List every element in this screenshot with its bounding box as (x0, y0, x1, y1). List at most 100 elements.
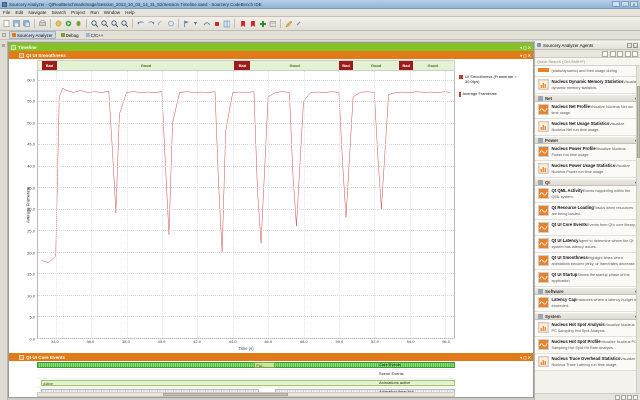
agents-panel-status-bar[interactable] (535, 393, 640, 400)
track-animations-active[interactable]: Active Animations active (37, 379, 455, 388)
expand-all-icon[interactable] (609, 50, 616, 57)
chevron-down-icon[interactable]: ▾ (635, 180, 637, 185)
menu-bar[interactable]: File Edit Navigate Search Project Run Wi… (0, 9, 640, 17)
agent-item[interactable]: Nucleus Dynamic Memory StatisticsVisuali… (535, 77, 640, 94)
redo-icon[interactable] (146, 19, 155, 29)
table-icon[interactable] (268, 19, 277, 29)
agent-category-software[interactable]: Software ▾ (535, 287, 640, 295)
zoom-fit-icon[interactable] (110, 19, 119, 29)
agent-item[interactable]: Nucleus Net ProfileVisualize Nucleus Net… (535, 102, 640, 119)
maximize-panel-icon[interactable]: ◻ (633, 42, 638, 48)
run-icon[interactable] (64, 19, 73, 29)
track-scene-events[interactable]: Scene Events (37, 370, 455, 379)
panel-menu-icon[interactable] (632, 50, 638, 57)
link-icon[interactable] (294, 19, 303, 29)
agent-category-qt[interactable]: Qt ▾ (535, 178, 640, 186)
perspective-debug[interactable]: Debug (59, 31, 81, 39)
agent-item[interactable]: Qt UI Core EventsEvents from Qt's core l… (535, 220, 640, 236)
quality-segment-bad[interactable]: Bad (41, 61, 58, 70)
core-events-segment[interactable] (37, 362, 455, 368)
track-core-events[interactable]: Pai... Core Events (37, 361, 455, 370)
perspective-cpp[interactable]: C/C++ (84, 31, 106, 39)
bookmark-red2-icon[interactable] (248, 19, 257, 29)
smoothness-section-header[interactable]: Qt UI Smoothness ▾ ◻ ✕ (9, 51, 533, 59)
menu-item-navigate[interactable]: Navigate (28, 10, 47, 15)
sort-icon[interactable] (624, 50, 631, 57)
terminate-icon[interactable] (212, 19, 221, 29)
core-events-section-header[interactable]: Qt UI Core Events ▾ ◻ ✕ (9, 353, 533, 361)
agent-item[interactable]: Qt UI LatencyAgent to determine where th… (535, 236, 640, 253)
agent-item[interactable]: Nucleus Net Usage StatisticsVisualize Nu… (535, 119, 640, 136)
print-icon[interactable] (38, 19, 47, 29)
agents-list-scrollbar[interactable] (636, 66, 640, 393)
agent-item[interactable]: Qt UI SmoothnessHighlight times when ani… (535, 253, 640, 270)
menu-item-run[interactable]: Run (90, 10, 99, 15)
build-icon[interactable] (54, 19, 63, 29)
zoom-out-icon[interactable] (100, 19, 109, 29)
quality-segment-bad[interactable]: Bad (338, 61, 354, 70)
agent-category-power[interactable]: Power ▾ (535, 136, 640, 144)
agent-item[interactable]: Qt Resource LoadingTracks when resources… (535, 203, 640, 220)
refresh-icon[interactable] (156, 19, 165, 29)
maximize-button[interactable]: □ (621, 1, 629, 7)
new-icon[interactable] (2, 19, 11, 29)
menu-item-help[interactable]: Help (125, 10, 135, 15)
zoom-in-icon[interactable] (90, 19, 99, 29)
agent-category-net[interactable]: Net ▾ (535, 94, 640, 102)
chevron-down-icon[interactable]: ▾ (635, 96, 637, 101)
agent-item[interactable]: Qt QML ActivityEvents happening within t… (535, 186, 640, 203)
undo-icon[interactable] (136, 19, 145, 29)
zoom-reset-icon[interactable] (120, 19, 129, 29)
history-icon[interactable] (166, 19, 175, 29)
flag-icon[interactable] (182, 19, 191, 29)
step-into-icon[interactable] (192, 19, 201, 29)
quality-segment-good[interactable]: Good (250, 61, 339, 70)
quality-strip[interactable]: Bad Good Bad Good Bad Good Bad Good (37, 60, 455, 71)
timeline-horizontal-scrollbar[interactable] (37, 392, 455, 397)
agent-item[interactable]: Nucleus Power Usage StatisticsVisualize … (535, 161, 640, 178)
menu-item-window[interactable]: Window (103, 10, 121, 15)
close-button[interactable]: ✕ (630, 1, 638, 7)
quality-segment-good[interactable]: Good (57, 61, 235, 70)
main-toolbar[interactable] (0, 17, 640, 31)
agent-item-partial[interactable]: (static/dynamic) and their usage during (535, 66, 640, 77)
quick-search-input[interactable]: Quick Search (Ctrl-Shift+F) (535, 58, 640, 66)
window-controls[interactable]: _ □ ✕ (612, 1, 638, 7)
save-icon[interactable] (12, 19, 21, 29)
perspective-sourcery-analyzer[interactable]: Sourcery Analyzer (9, 31, 56, 39)
add-green-icon[interactable] (258, 19, 267, 29)
minimize-button[interactable]: _ (612, 1, 620, 7)
bookmark-red-icon[interactable] (238, 19, 247, 29)
collapse-all-icon[interactable] (602, 50, 608, 57)
chevron-down-icon[interactable]: ▾ (635, 289, 637, 294)
left-fast-view-bar[interactable]: ☰ (0, 41, 8, 400)
minimize-panel-icon[interactable]: ─ (627, 42, 632, 48)
agent-item[interactable]: Latency CapInstances where a latency bud… (535, 295, 640, 312)
scrollbar-thumb[interactable] (162, 393, 288, 396)
quality-segment-good[interactable]: Good (413, 61, 453, 70)
core-events-pai-segment[interactable]: Pai... (254, 362, 276, 368)
chevron-down-icon[interactable]: ▾ (635, 314, 637, 319)
agent-item[interactable]: Nucleus Hot Spot ProfileVisualize Nucleu… (535, 337, 640, 354)
open-perspective-icon[interactable] (2, 33, 6, 37)
filter-icon[interactable] (617, 50, 623, 57)
agent-item[interactable]: Nucleus Hot Spot AnalysisVisualize Nucle… (535, 320, 640, 337)
quality-segment-bad[interactable]: Bad (399, 61, 414, 70)
core-events-header-controls[interactable]: ▾ ◻ ✕ (520, 354, 531, 360)
animations-active-segment[interactable]: Active (41, 380, 455, 386)
perspective-bar[interactable]: Sourcery Analyzer Debug C/C++ (0, 31, 640, 40)
pencil-icon[interactable] (284, 19, 293, 29)
menu-item-search[interactable]: Search (51, 10, 67, 15)
menu-item-file[interactable]: File (3, 10, 11, 15)
timeline-section-header[interactable]: Timeline ▾ ◻ ✕ (9, 43, 533, 51)
agent-item[interactable]: Nucleus Trace Overhead StatisticsVisuali… (535, 354, 640, 371)
menu-item-project[interactable]: Project (71, 10, 86, 15)
agents-panel-toolbar[interactable] (535, 50, 640, 58)
agent-item[interactable]: Nucleus Power ProfileVisualize Nucleus P… (535, 144, 640, 161)
agent-item[interactable]: Qt UI StartupShows the startup phase of … (535, 270, 640, 287)
save-all-icon[interactable] (22, 19, 31, 29)
timeline-header-controls[interactable]: ▾ ◻ ✕ (520, 44, 531, 50)
agent-category-system[interactable]: System ▾ (535, 312, 640, 320)
agents-list[interactable]: (static/dynamic) and their usage during N… (535, 66, 640, 393)
smoothness-header-controls[interactable]: ▾ ◻ ✕ (520, 52, 531, 58)
